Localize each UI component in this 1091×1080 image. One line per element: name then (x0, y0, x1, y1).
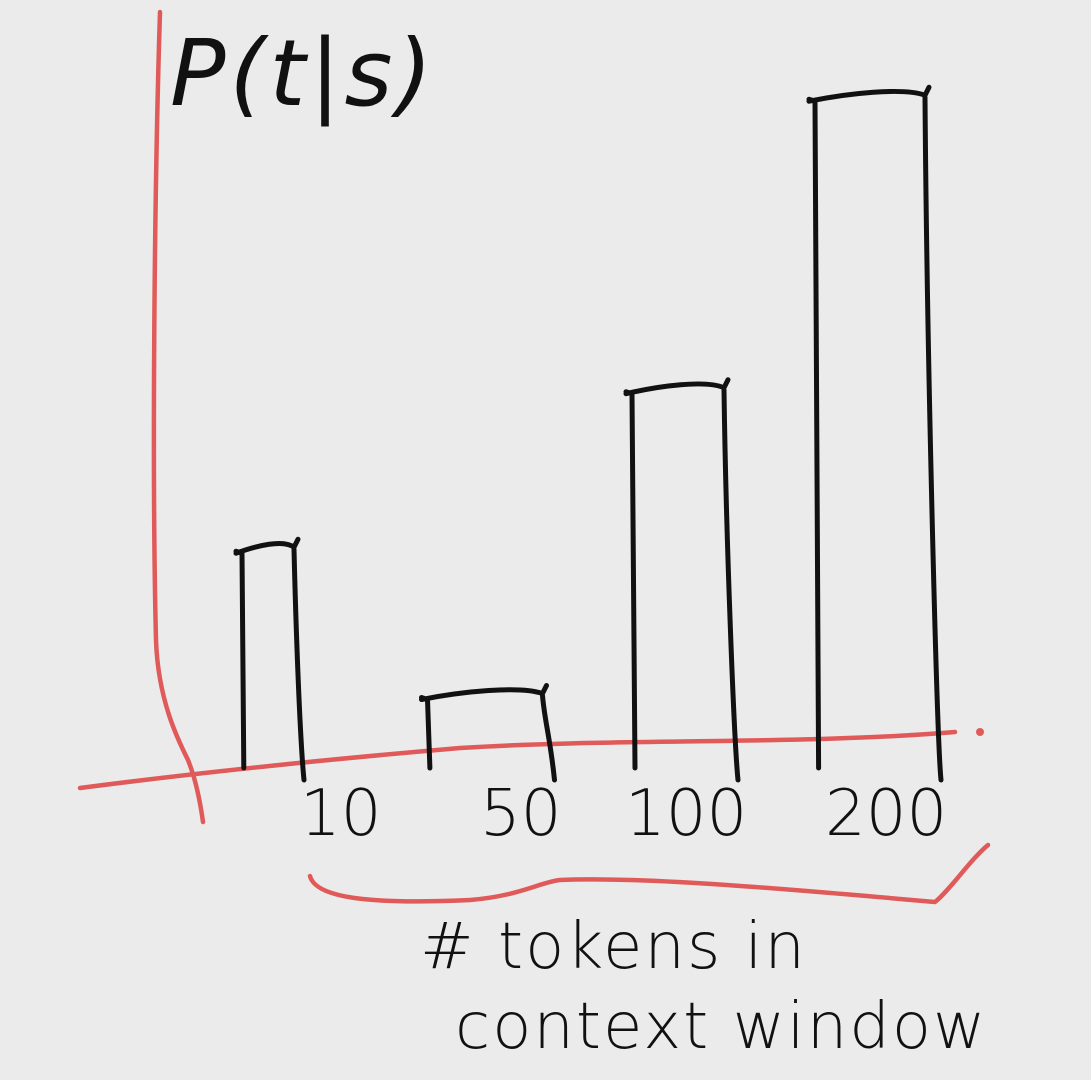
bar-50 (419, 683, 557, 783)
x-tick-label-10: 10 (300, 777, 381, 851)
x-tick-labels: 10 50 100 200 (300, 777, 947, 851)
x-axis-label-line2: context window (455, 990, 987, 1064)
bar-100 (623, 377, 741, 783)
x-axis-end-dot (976, 728, 984, 736)
x-tick-label-100: 100 (625, 777, 747, 851)
bar-200 (806, 84, 944, 783)
y-axis-line (151, 9, 206, 825)
bars-group (233, 84, 944, 783)
y-axis-label: P(t|s) (170, 20, 436, 127)
x-tick-label-200: 200 (825, 777, 947, 851)
x-axis-line (77, 729, 958, 791)
bar-10 (233, 536, 307, 783)
x-axis-brace (307, 842, 991, 905)
x-tick-label-50: 50 (480, 777, 561, 851)
x-axis-label-line1: # tokens in (420, 910, 807, 984)
